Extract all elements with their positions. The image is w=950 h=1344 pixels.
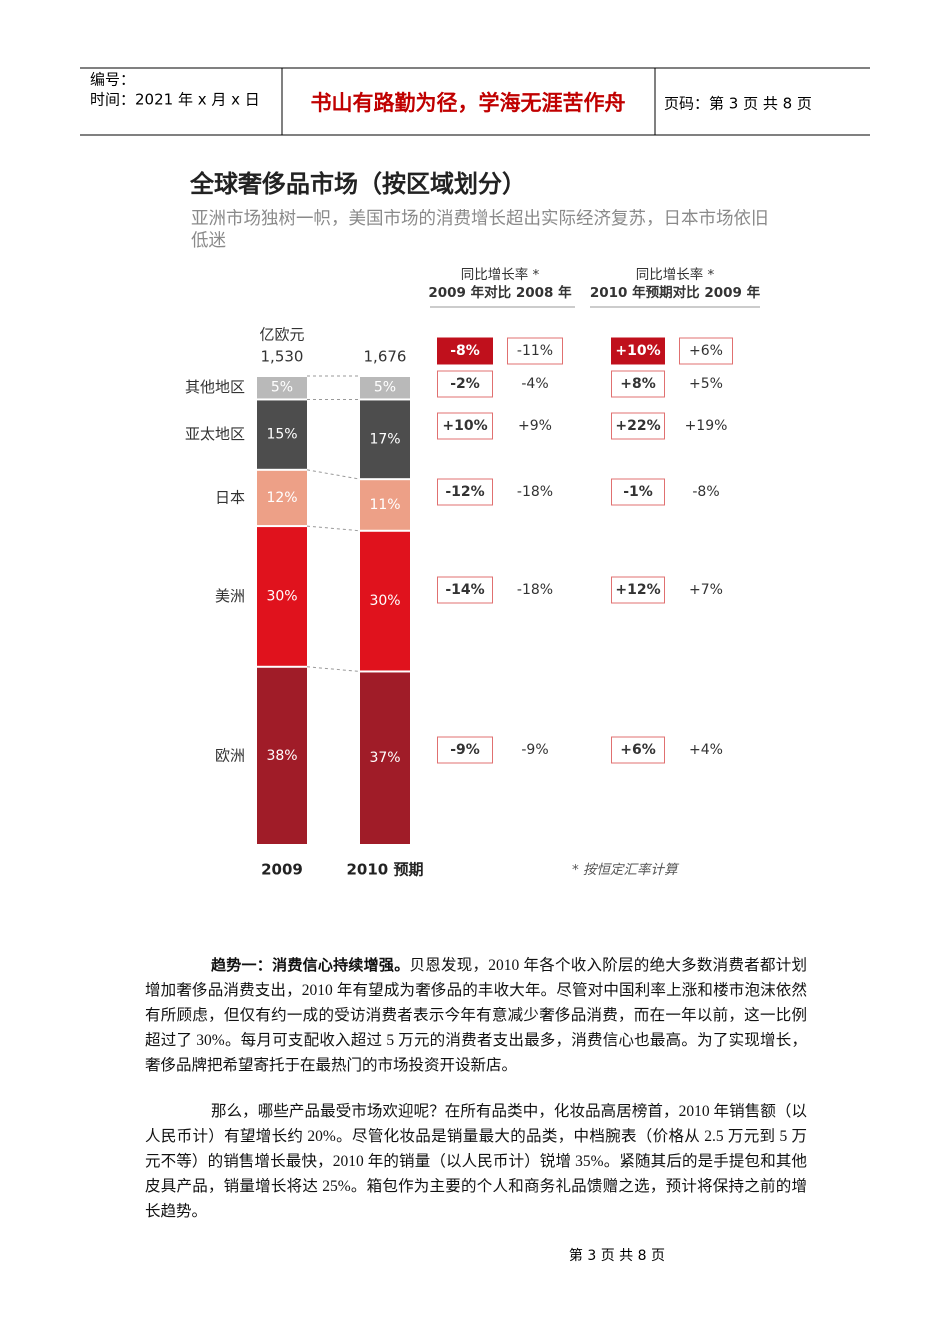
cell-box [507, 337, 563, 365]
cell-box [611, 412, 665, 440]
cell-box [611, 370, 665, 398]
cell-box [611, 736, 665, 764]
value-label: 17% [369, 431, 400, 447]
region-label: 日本 [215, 488, 245, 506]
table-header: 2009 年对比 2008 年 [428, 284, 572, 301]
cell-value: +8% [620, 376, 656, 392]
value-label: 15% [266, 427, 297, 443]
value-label: 11% [369, 497, 400, 513]
connector [306, 666, 361, 672]
cell-value: -8% [692, 484, 719, 500]
value-label: 30% [266, 588, 297, 604]
bar-segment [257, 400, 307, 469]
paragraph-lead: 趋势一：消费信心持续增强。 [211, 956, 410, 974]
bar-segment [257, 527, 307, 666]
value-label: 38% [266, 748, 297, 764]
cell-value: +7% [689, 582, 723, 598]
cell-value: -14% [445, 582, 484, 598]
unit-label: 亿欧元 [259, 326, 304, 344]
bar-segment [360, 531, 410, 671]
footer-page: 第 3 页 共 8 页 [569, 1247, 665, 1264]
cell-box [611, 337, 665, 365]
total-label: 1,530 [261, 348, 304, 366]
header-motto: 书山有路勤为径，学海无涯苦作舟 [311, 91, 626, 115]
paragraph-text: 贝恩发现，2010 年各个收入阶层的绝大多数消费者都计划增加奢侈品消费支出，20… [145, 957, 807, 1074]
cell-box [437, 478, 493, 506]
value-label: 12% [266, 490, 297, 506]
total-label: 1,676 [364, 348, 407, 366]
cell-value: -9% [521, 742, 548, 758]
table-header: 同比增长率 * [636, 266, 715, 283]
table-header: 2010 年预期对比 2009 年 [590, 284, 761, 301]
value-label: 30% [369, 593, 400, 609]
chart: 38% 欧洲 30% 美洲 12% 日本 15% 亚太地区 5% 其他地区 2009 1,530 37%… [185, 266, 761, 879]
chart-title: 全球奢侈品市场（按区域划分） [189, 170, 526, 198]
region-label: 其他地区 [185, 378, 245, 396]
cell-box [611, 478, 665, 506]
connector [306, 525, 361, 532]
cell-box [437, 412, 493, 440]
header-page: 页码：第 3 页 共 8 页 [664, 95, 812, 113]
value-label: 5% [374, 380, 396, 396]
cell-value: -8% [450, 343, 480, 359]
cell-box [679, 337, 733, 365]
bar-segment [360, 377, 410, 399]
cell-value: +10% [442, 418, 487, 434]
bar-segment [257, 377, 307, 399]
header-date: 时间：2021 年 x 月 x 日 [90, 91, 260, 109]
cell-value: -9% [450, 742, 480, 758]
bar-segment [360, 672, 410, 844]
cell-value: +6% [689, 343, 723, 359]
cell-box [437, 736, 493, 764]
cell-value: -18% [517, 582, 553, 598]
footnote: * 按恒定汇率计算 [572, 862, 680, 878]
cell-value: -18% [517, 484, 553, 500]
cell-value: -4% [521, 376, 548, 392]
region-label: 美洲 [215, 587, 245, 605]
paragraph: 那么，哪些产品最受市场欢迎呢？在所有品类中，化妆品高居榜首，2010 年销售额（… [145, 1099, 807, 1224]
paragraph-text: 那么，哪些产品最受市场欢迎呢？在所有品类中，化妆品高居榜首，2010 年销售额（… [145, 1103, 807, 1220]
cell-box [611, 576, 665, 604]
bar-segment [257, 470, 307, 526]
cell-box [437, 370, 493, 398]
cell-value: +19% [685, 418, 728, 434]
bar-segment [257, 667, 307, 844]
category-label: 2010 预期 [347, 861, 424, 879]
value-label: 37% [369, 750, 400, 766]
cell-value: +4% [689, 742, 723, 758]
cell-value: -1% [623, 484, 653, 500]
header-code: 编号： [90, 71, 135, 89]
cell-value: -2% [450, 376, 480, 392]
cell-value: +10% [615, 343, 660, 359]
bar-segment [360, 480, 410, 530]
value-label: 5% [271, 380, 293, 396]
cell-value: -12% [445, 484, 484, 500]
paragraph: 趋势一：消费信心持续增强。贝恩发现，2010 年各个收入阶层的绝大多数消费者都计… [145, 953, 807, 1078]
cell-value: +5% [689, 376, 723, 392]
region-label: 亚太地区 [185, 425, 245, 443]
bar-segment [360, 400, 410, 479]
cell-value: +22% [615, 418, 660, 434]
cell-value: +12% [615, 582, 660, 598]
cell-value: +6% [620, 742, 656, 758]
category-label: 2009 [261, 861, 303, 879]
chart-subtitle: 亚洲市场独树一帜，美国市场的消费增长超出实际经济复苏，日本市场依旧低迷 [191, 209, 769, 251]
table-header: 同比增长率 * [461, 266, 540, 283]
cell-value: -11% [517, 343, 553, 359]
cell-value: +9% [518, 418, 552, 434]
region-label: 欧洲 [215, 746, 245, 764]
cell-box [437, 576, 493, 604]
connector [306, 469, 361, 480]
cell-box [437, 337, 493, 365]
